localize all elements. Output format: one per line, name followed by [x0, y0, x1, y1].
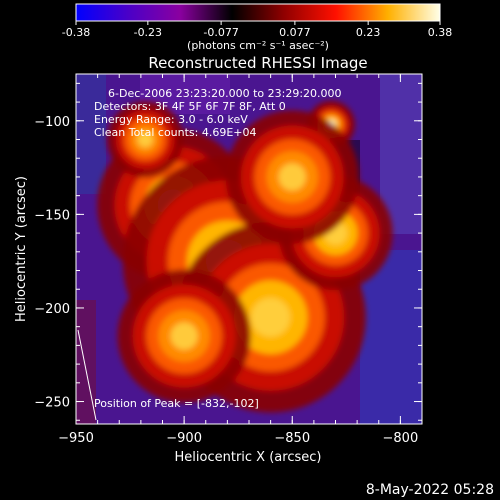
colorbar-ticks: -0.38 -0.23 -0.077 0.077 0.23 0.38 — [62, 21, 452, 39]
annotation-line: Detectors: 3F 4F 5F 6F 7F 8F, Att 0 — [94, 100, 286, 113]
colorbar-unit-label: (photons cm⁻² s⁻¹ asec⁻²) — [187, 39, 329, 52]
plot-area — [76, 74, 422, 424]
colorbar-tick-label: 0.23 — [356, 26, 381, 39]
annotation-line: Clean Total counts: 4.69E+04 — [94, 126, 257, 139]
y-axis-label: Heliocentric Y (arcsec) — [14, 176, 29, 322]
footer-timestamp: 8-May-2022 05:28 — [366, 482, 494, 498]
chart-title: Reconstructed RHESSI Image — [148, 54, 367, 72]
x-axis-label: Heliocentric X (arcsec) — [175, 450, 322, 465]
y-tick-label: −150 — [34, 208, 70, 223]
x-tick-label: −950 — [58, 431, 94, 446]
annotation-line: 6-Dec-2006 23:23:20.000 to 23:29:20.000 — [108, 87, 342, 100]
emission-blob — [170, 322, 198, 350]
colorbar-tick-label: -0.23 — [134, 26, 162, 39]
colorbar-tick-label: -0.38 — [62, 26, 90, 39]
y-axis-ticks: −100 −150 −200 −250 — [34, 82, 422, 421]
colorbar: -0.38 -0.23 -0.077 0.077 0.23 0.38 (photons c… — [62, 3, 452, 52]
colorbar-tick-label: 0.077 — [279, 26, 311, 39]
colorbar-tick-label: 0.38 — [428, 26, 453, 39]
emission-blob — [251, 297, 291, 337]
x-tick-label: −850 — [274, 431, 310, 446]
peak-pointer-line — [77, 329, 97, 421]
peak-position-label: Position of Peak = [-832,-102] — [94, 397, 259, 410]
x-tick-label: −900 — [166, 431, 202, 446]
y-tick-label: −250 — [34, 396, 70, 411]
emission-blob — [137, 131, 153, 148]
image-annotations: 6-Dec-2006 23:23:20.000 to 23:29:20.000D… — [94, 87, 342, 139]
colorbar-tick-label: -0.077 — [203, 26, 238, 39]
emission-blob — [278, 163, 306, 191]
colorbar-gradient — [75, 3, 441, 22]
y-tick-label: −200 — [34, 302, 70, 317]
annotation-line: Energy Range: 3.0 - 6.0 keV — [94, 113, 248, 126]
emission-region — [97, 100, 393, 413]
x-axis-ticks: −950 −900 −850 −800 — [58, 74, 423, 446]
y-tick-label: −100 — [34, 115, 70, 130]
x-tick-label: −800 — [383, 431, 419, 446]
